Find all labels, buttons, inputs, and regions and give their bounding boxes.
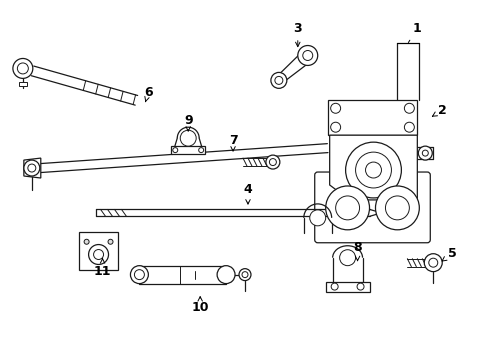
Bar (325, 282, 369, 292)
Circle shape (172, 148, 178, 153)
Text: 7: 7 (228, 134, 237, 151)
Circle shape (345, 142, 401, 198)
Circle shape (130, 266, 148, 284)
Circle shape (330, 283, 337, 290)
Circle shape (335, 196, 359, 220)
Circle shape (13, 58, 33, 78)
Circle shape (422, 150, 427, 156)
Bar (19, 82, 27, 86)
Circle shape (18, 63, 28, 74)
Polygon shape (276, 50, 311, 84)
Text: 6: 6 (144, 86, 152, 102)
Circle shape (217, 266, 235, 284)
FancyBboxPatch shape (314, 172, 429, 243)
Polygon shape (24, 158, 41, 178)
Text: 4: 4 (243, 184, 252, 204)
Circle shape (180, 130, 196, 146)
Circle shape (297, 45, 317, 66)
Text: 3: 3 (293, 22, 302, 47)
Circle shape (385, 196, 408, 220)
Circle shape (355, 152, 390, 188)
Circle shape (93, 249, 103, 260)
Circle shape (417, 146, 431, 160)
Circle shape (134, 270, 144, 280)
Circle shape (375, 186, 419, 230)
Bar (79, 232, 118, 270)
Circle shape (24, 160, 40, 176)
Text: 10: 10 (191, 297, 208, 314)
Circle shape (198, 148, 203, 153)
Text: 2: 2 (431, 104, 446, 117)
Text: 11: 11 (94, 259, 111, 278)
Text: 5: 5 (441, 247, 456, 261)
Circle shape (28, 164, 36, 172)
Circle shape (356, 283, 363, 290)
Circle shape (404, 103, 413, 113)
Circle shape (84, 239, 89, 244)
Circle shape (309, 210, 325, 226)
Circle shape (365, 162, 381, 178)
Circle shape (339, 250, 355, 266)
Circle shape (88, 244, 108, 265)
Circle shape (428, 258, 437, 267)
Circle shape (108, 239, 113, 244)
Circle shape (265, 155, 279, 169)
Polygon shape (329, 135, 416, 200)
Circle shape (274, 76, 282, 84)
Circle shape (330, 103, 340, 113)
Circle shape (270, 72, 286, 88)
Circle shape (424, 254, 441, 272)
Bar (327, 100, 416, 135)
Circle shape (404, 122, 413, 132)
Circle shape (302, 50, 312, 60)
Text: 9: 9 (183, 114, 192, 131)
Circle shape (269, 159, 276, 166)
Circle shape (330, 122, 340, 132)
Text: 8: 8 (352, 241, 361, 261)
Text: 1: 1 (407, 22, 421, 42)
Circle shape (242, 272, 247, 278)
Circle shape (325, 186, 369, 230)
Circle shape (239, 269, 250, 280)
Bar (171, 146, 205, 154)
